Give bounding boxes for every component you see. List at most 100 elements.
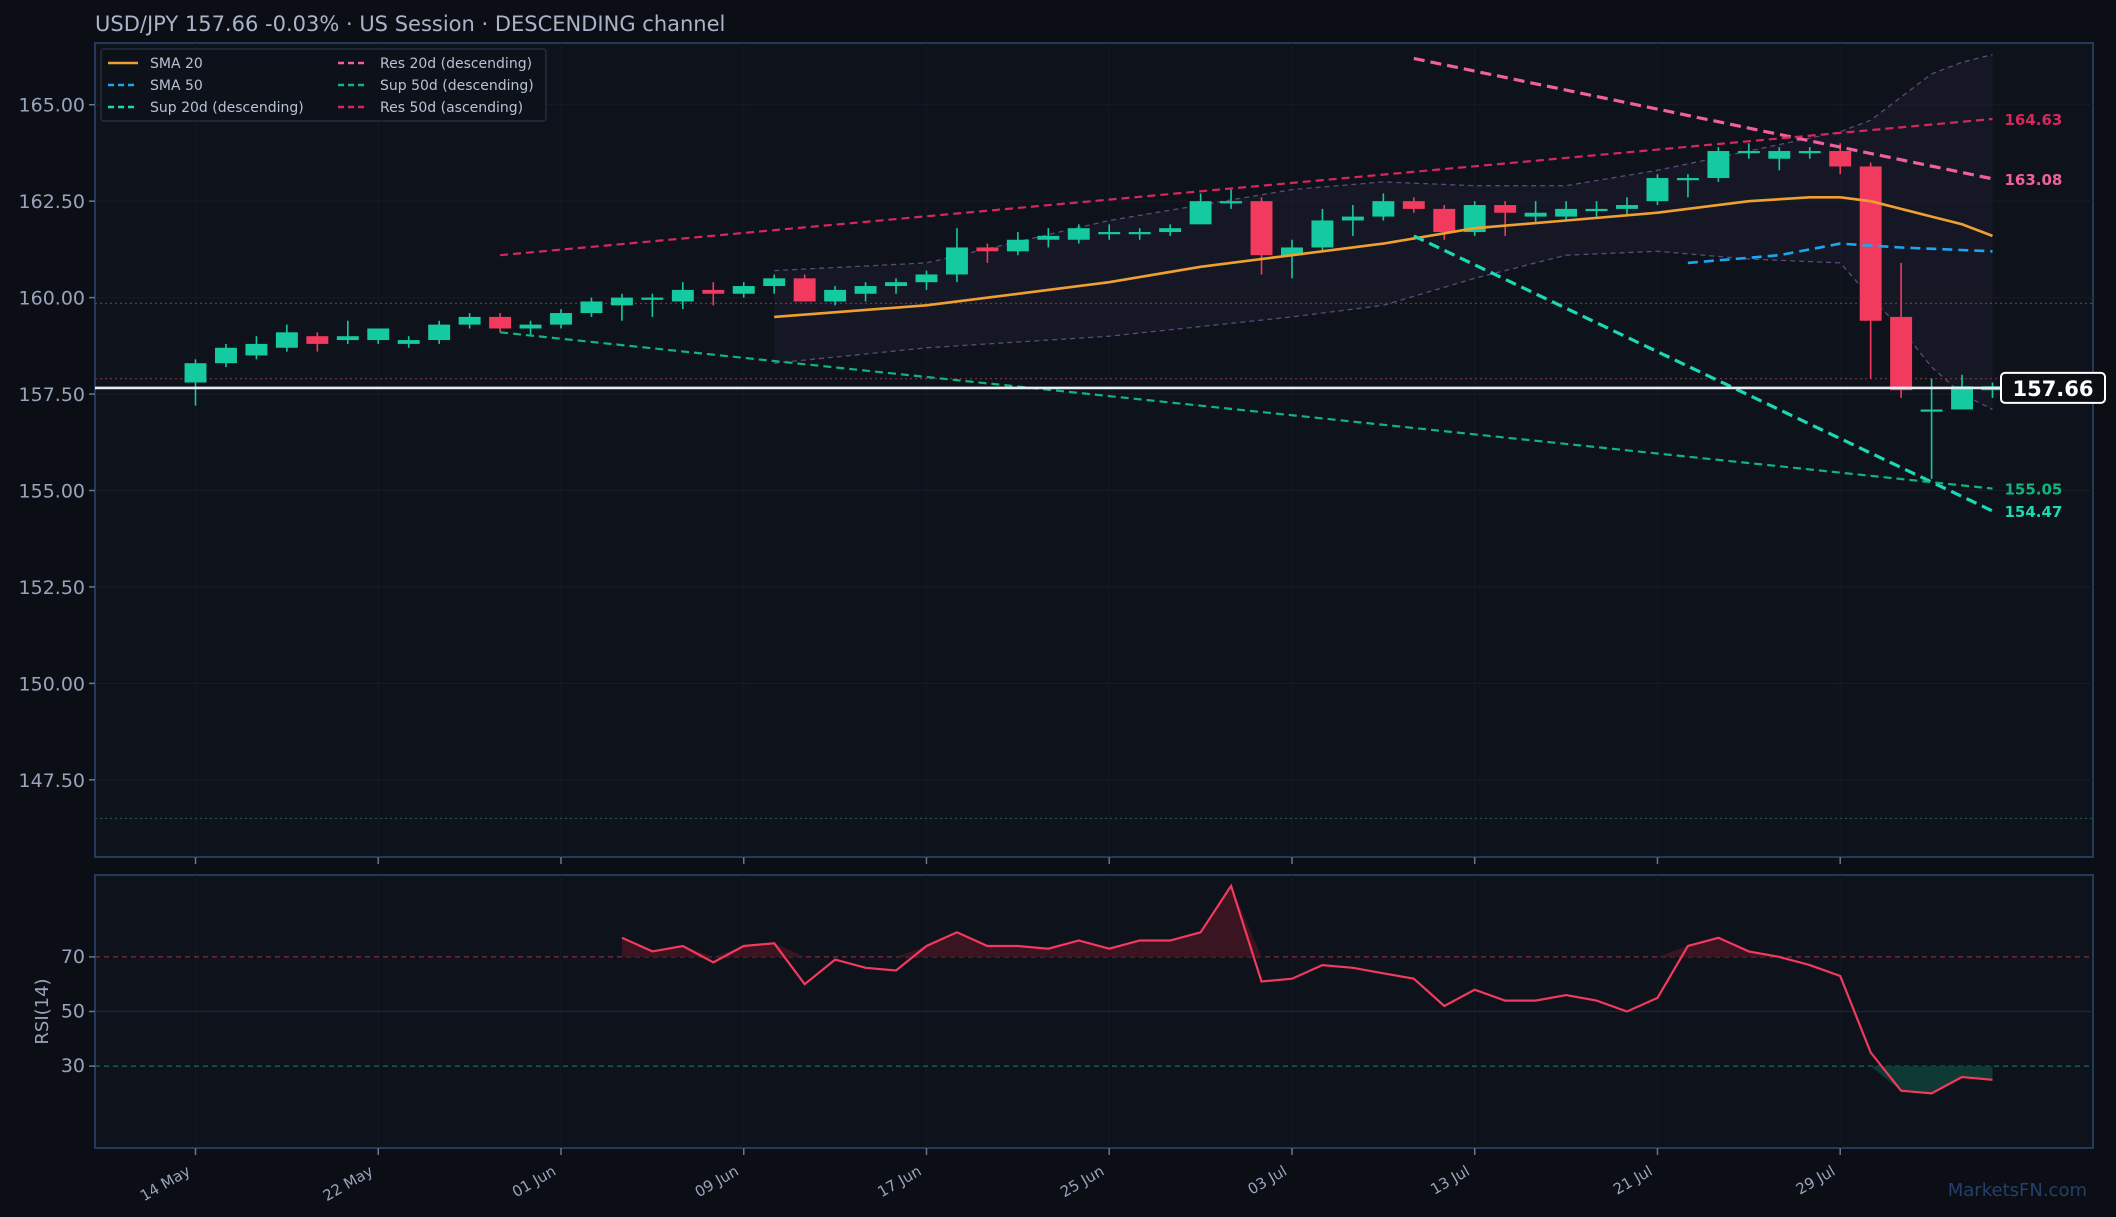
candle-body	[1372, 201, 1395, 217]
x-tick-label: 09 Jun	[692, 1162, 742, 1201]
candle-body	[1098, 232, 1121, 235]
sma20-line	[774, 196, 1993, 319]
candle-body	[885, 282, 907, 287]
candle-body	[1676, 178, 1699, 181]
y-tick-label: 160.00	[19, 288, 85, 310]
candle-body	[1463, 205, 1486, 233]
rsi-zone-fill	[1109, 940, 1140, 957]
rsi-zone-fill	[743, 943, 775, 957]
candle-body	[1859, 166, 1882, 321]
candle-body	[1920, 409, 1943, 412]
candle-body	[245, 343, 268, 356]
legend-entry: SMA 20	[150, 56, 203, 72]
rsi-panel: 14 May 22 May 01 Jun 09 Jun 17 Jun 25 Jun 03 J…	[32, 874, 2094, 1205]
candle-body	[702, 289, 725, 294]
y-tick-label: 150.00	[19, 673, 85, 695]
candle-body	[1250, 201, 1273, 256]
candle-body	[580, 301, 603, 314]
candle-body	[610, 297, 633, 306]
candle-body	[1159, 228, 1182, 233]
candle-body	[732, 286, 755, 294]
candle-body	[1524, 212, 1547, 217]
rsi-zone-fill	[1687, 937, 1719, 957]
candle-body	[275, 332, 298, 348]
last-price-tag	[2000, 371, 2106, 404]
rsi-y-tick-label: 70	[61, 946, 85, 968]
bollinger-upper	[774, 53, 1993, 272]
x-tick-label: 17 Jun	[875, 1162, 925, 1201]
candle-body	[184, 363, 207, 383]
price-panel: 147.50 150.00 152.50 155.00 157.50 160.00 162.…	[19, 42, 2106, 864]
last-price-label: 157.66	[2012, 377, 2093, 401]
rsi-y-tick-label: 30	[61, 1055, 85, 1077]
candle-body	[824, 289, 847, 302]
candle-body	[1737, 151, 1760, 154]
candle-body	[428, 324, 451, 341]
candle-body	[1311, 220, 1334, 248]
candle-body	[641, 297, 664, 300]
candle-body	[976, 247, 999, 252]
rsi-axis-label: RSI(14)	[32, 978, 53, 1044]
rsi-zone-fill	[987, 945, 1018, 957]
candle-body	[1768, 151, 1791, 159]
candle-body	[1646, 178, 1669, 202]
rsi-zone-fill	[652, 945, 683, 957]
rsi-zone-fill	[682, 945, 714, 957]
bollinger-band-fill	[774, 54, 1993, 410]
candle-body	[550, 313, 572, 325]
rsi-zone-fill	[1139, 940, 1171, 957]
x-tick-label: 13 Jul	[1427, 1162, 1472, 1199]
candle-body	[1829, 151, 1852, 167]
candle-body	[1555, 208, 1578, 217]
candle-body	[1128, 232, 1151, 235]
x-tick-label: 22 May	[320, 1162, 377, 1205]
candle-body	[215, 347, 237, 364]
rsi-zone-fill	[1870, 1066, 1902, 1091]
y-tick-label: 157.50	[19, 384, 85, 406]
candle-body	[1951, 386, 1973, 410]
trendline	[499, 117, 1993, 257]
candle-body	[1281, 247, 1303, 256]
y-tick-label: 162.50	[19, 191, 85, 213]
candle-body	[1707, 151, 1730, 179]
trendline-level-label: 155.05	[2004, 481, 2062, 499]
rsi-zone-fill	[896, 945, 927, 957]
x-tick-label: 03 Jul	[1245, 1162, 1290, 1199]
candle-body	[1341, 216, 1364, 221]
trendline-level-label: 154.47	[2004, 503, 2062, 521]
rsi-zone-fill	[956, 932, 988, 957]
legend-entry: Res 20d (descending)	[380, 56, 532, 72]
candle-body	[1067, 228, 1090, 240]
legend: SMA 20 SMA 50 Sup 20d (descending) Res 20d …	[100, 48, 547, 122]
candle-body	[1585, 208, 1608, 212]
legend-entry: Res 50d (ascending)	[380, 100, 523, 116]
rsi-zone-fill	[1170, 932, 1201, 957]
candle-body	[1616, 205, 1638, 209]
x-tick-label: 14 May	[137, 1162, 194, 1205]
rsi-line	[621, 883, 1993, 1095]
y-tick-label: 152.50	[19, 577, 85, 599]
candle-body	[1220, 201, 1243, 204]
x-tick-label: 25 Jun	[1057, 1162, 1107, 1201]
legend-entry: SMA 50	[150, 78, 203, 94]
candle-body	[763, 278, 786, 287]
trendline	[1413, 234, 1994, 513]
bollinger-lower	[774, 250, 1993, 411]
rsi-zone-fill	[1657, 945, 1688, 957]
candle-body	[915, 274, 938, 283]
rsi-zone-fill	[1231, 885, 1262, 957]
y-tick-label: 155.00	[19, 481, 85, 503]
candle-body	[1494, 205, 1517, 213]
sma50-line	[1687, 242, 1993, 265]
candle-body	[1402, 201, 1425, 209]
rsi-zone-fill	[1200, 885, 1232, 957]
rsi-zone-fill	[1048, 940, 1079, 957]
candle-body	[1006, 239, 1029, 252]
watermark: MarketsFN.com	[1948, 1180, 2087, 1201]
x-tick-label: 29 Jul	[1793, 1162, 1838, 1199]
candle-body	[519, 324, 542, 329]
trendline-level-label: 164.63	[2004, 111, 2062, 129]
rsi-zone-fill	[1931, 1066, 1963, 1094]
rsi-zone-fill	[926, 932, 957, 957]
